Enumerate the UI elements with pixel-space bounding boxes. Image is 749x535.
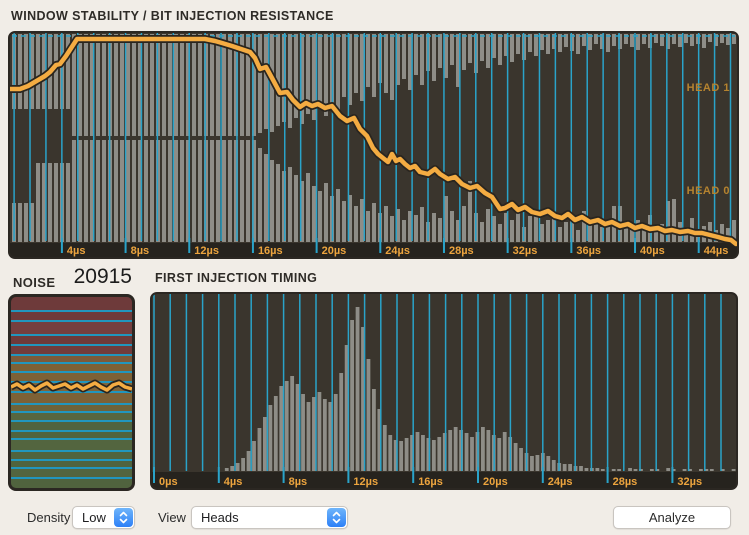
svg-text:40µs: 40µs bbox=[640, 245, 665, 257]
svg-text:4µs: 4µs bbox=[224, 476, 243, 488]
svg-text:12µs: 12µs bbox=[194, 245, 219, 257]
density-popup[interactable]: Low bbox=[72, 506, 135, 529]
noise-row bbox=[11, 373, 132, 381]
view-label: View bbox=[158, 510, 186, 525]
head0-label: HEAD 0 bbox=[687, 185, 730, 197]
noise-row-separator bbox=[11, 450, 132, 452]
noise-row-separator bbox=[11, 438, 132, 440]
svg-text:4µs: 4µs bbox=[67, 245, 86, 257]
noise-row bbox=[11, 336, 132, 344]
svg-text:12µs: 12µs bbox=[353, 476, 378, 488]
noise-row-separator bbox=[11, 467, 132, 469]
svg-text:24µs: 24µs bbox=[548, 476, 573, 488]
noise-row-separator bbox=[11, 334, 132, 336]
noise-row-separator bbox=[11, 403, 132, 405]
noise-row bbox=[11, 479, 132, 488]
view-popup-value: Heads bbox=[201, 510, 239, 525]
svg-text:20µs: 20µs bbox=[483, 476, 508, 488]
density-label: Density bbox=[27, 510, 71, 525]
svg-text:28µs: 28µs bbox=[613, 476, 638, 488]
noise-value: 20915 bbox=[73, 265, 132, 288]
injection-major-ticks bbox=[153, 467, 674, 483]
noise-row bbox=[11, 469, 132, 477]
noise-row-separator bbox=[11, 430, 132, 432]
noise-row bbox=[11, 413, 132, 420]
noise-row bbox=[11, 297, 132, 310]
injection-chart-canvas: 0µs 4µs 8µs 12µs 16µs 20µs 24µs 28µs 32µs bbox=[152, 294, 736, 488]
noise-wave bbox=[11, 381, 132, 392]
noise-row bbox=[11, 452, 132, 459]
noise-row-separator bbox=[11, 391, 132, 393]
stability-chart-canvas: 4µs 8µs 12µs 16µs 20µs 24µs 28µs 32µs 36µs 40µs 44… bbox=[10, 33, 737, 257]
noise-label: NOISE bbox=[13, 275, 56, 290]
svg-text:8µs: 8µs bbox=[131, 245, 150, 257]
noise-row bbox=[11, 322, 132, 334]
noise-row-separator bbox=[11, 310, 132, 312]
noise-row-separator bbox=[11, 362, 132, 364]
popup-stepper-icon bbox=[327, 508, 346, 527]
noise-row bbox=[11, 364, 132, 371]
stability-gridlines bbox=[13, 33, 732, 241]
noise-row bbox=[11, 461, 132, 467]
noise-row-separator bbox=[11, 371, 132, 373]
noise-row-separator bbox=[11, 381, 132, 383]
noise-row-separator bbox=[11, 354, 132, 356]
svg-text:16µs: 16µs bbox=[258, 245, 283, 257]
stability-tick-labels: 4µs 8µs 12µs 16µs 20µs 24µs 28µs 32µs 36µs 40µs 44… bbox=[67, 245, 729, 257]
popup-stepper-icon bbox=[114, 508, 133, 527]
svg-text:32µs: 32µs bbox=[677, 476, 702, 488]
noise-panel bbox=[8, 294, 135, 491]
noise-row bbox=[11, 422, 132, 430]
svg-text:44µs: 44µs bbox=[704, 245, 729, 257]
noise-row-separator bbox=[11, 320, 132, 322]
injection-chart-title: FIRST INJECTION TIMING bbox=[155, 271, 318, 285]
stability-chart-title: WINDOW STABILITY / BIT INJECTION RESISTA… bbox=[11, 9, 334, 23]
stability-chart: 4µs 8µs 12µs 16µs 20µs 24µs 28µs 32µs 36µs 40µs 44… bbox=[8, 31, 739, 259]
noise-row bbox=[11, 393, 132, 403]
head1-label: HEAD 1 bbox=[687, 82, 730, 94]
svg-text:8µs: 8µs bbox=[289, 476, 308, 488]
noise-panel-canvas bbox=[11, 297, 132, 488]
stability-axis-strip bbox=[10, 243, 737, 257]
noise-row bbox=[11, 312, 132, 320]
noise-row-separator bbox=[11, 420, 132, 422]
svg-text:36µs: 36µs bbox=[576, 245, 601, 257]
injection-bars bbox=[224, 307, 736, 471]
stability-line bbox=[10, 36, 737, 247]
noise-row bbox=[11, 432, 132, 438]
svg-text:20µs: 20µs bbox=[322, 245, 347, 257]
injection-gridlines bbox=[153, 294, 722, 471]
svg-text:32µs: 32µs bbox=[513, 245, 538, 257]
injection-timing-chart: 0µs 4µs 8µs 12µs 16µs 20µs 24µs 28µs 32µs bbox=[150, 292, 738, 490]
injection-axis-strip bbox=[152, 472, 736, 488]
noise-row bbox=[11, 440, 132, 450]
noise-row-separator bbox=[11, 344, 132, 346]
density-popup-value: Low bbox=[82, 510, 106, 525]
noise-row bbox=[11, 405, 132, 411]
noise-row-separator bbox=[11, 411, 132, 413]
noise-row bbox=[11, 356, 132, 362]
noise-row-separator bbox=[11, 477, 132, 479]
stability-bars bbox=[12, 34, 736, 242]
noise-row-separator bbox=[11, 459, 132, 461]
analyze-button[interactable]: Analyze bbox=[613, 506, 731, 529]
view-popup[interactable]: Heads bbox=[191, 506, 348, 529]
svg-text:16µs: 16µs bbox=[418, 476, 443, 488]
noise-row bbox=[11, 346, 132, 354]
svg-text:28µs: 28µs bbox=[449, 245, 474, 257]
svg-text:24µs: 24µs bbox=[385, 245, 410, 257]
injection-tick-labels: 0µs 4µs 8µs 12µs 16µs 20µs 24µs 28µs 32µs bbox=[159, 476, 702, 488]
stability-major-ticks bbox=[60, 238, 700, 253]
svg-text:0µs: 0µs bbox=[159, 476, 178, 488]
